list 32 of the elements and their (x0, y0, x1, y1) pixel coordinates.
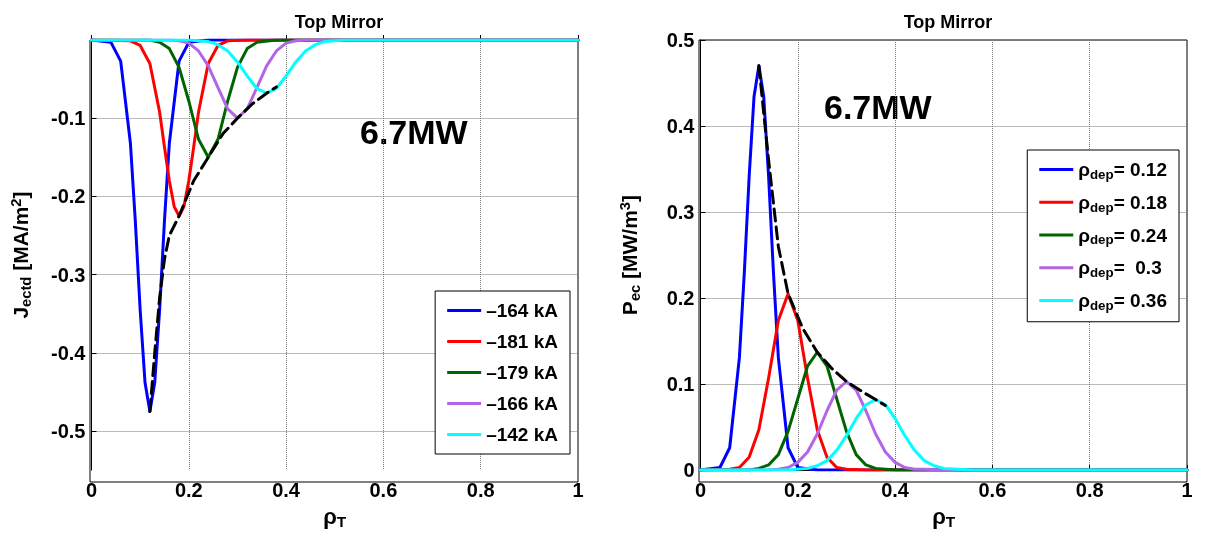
x-tick-label: 1 (1181, 479, 1193, 502)
y-tick-label: 0 (683, 459, 695, 482)
legend-label: –166 kA (486, 393, 559, 414)
x-tick-label: 0.6 (369, 479, 398, 502)
x-tick-label: 0.6 (978, 479, 1007, 502)
legend-label: –179 kA (486, 362, 559, 383)
annotation: 6.7MW (360, 113, 469, 151)
x-tick-label: 0.2 (783, 479, 812, 502)
x-tick-label: 0.8 (466, 479, 495, 502)
chart-title: Top Mirror (294, 12, 384, 32)
y-tick-label: 0.2 (666, 287, 695, 310)
chart-title: Top Mirror (903, 12, 993, 32)
x-tick-label: 1 (572, 479, 584, 502)
y-tick-label: -0.4 (51, 341, 87, 364)
x-tick-label: 0.4 (272, 479, 301, 502)
y-tick-label: -0.5 (51, 420, 86, 442)
annotation: 6.7MW (824, 88, 933, 126)
y-tick-label: 0.3 (666, 201, 695, 224)
x-tick-label: 0.4 (881, 479, 910, 502)
x-tick-label: 0.8 (1075, 479, 1104, 502)
y-axis-title: Jectd [MA/m2] (7, 191, 34, 319)
y-tick-label: -0.1 (51, 107, 86, 130)
y-tick-label: 0.5 (666, 29, 695, 51)
y-tick-label: -0.3 (51, 263, 86, 286)
legend-label: –181 kA (486, 331, 559, 352)
y-axis-title: Pec [MW/m3] (616, 194, 643, 316)
y-tick-label: -0.2 (51, 185, 86, 208)
x-tick-label: 0.2 (174, 479, 203, 502)
legend-label: –164 kA (486, 300, 559, 321)
y-tick-label: 0.4 (666, 115, 696, 138)
y-tick-label: 0.1 (666, 373, 695, 396)
legend-label: –142 kA (486, 424, 559, 445)
